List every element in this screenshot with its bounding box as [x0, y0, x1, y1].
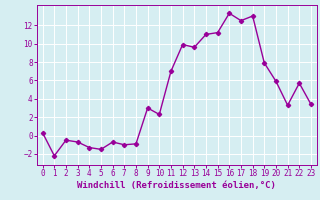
X-axis label: Windchill (Refroidissement éolien,°C): Windchill (Refroidissement éolien,°C) — [77, 181, 276, 190]
